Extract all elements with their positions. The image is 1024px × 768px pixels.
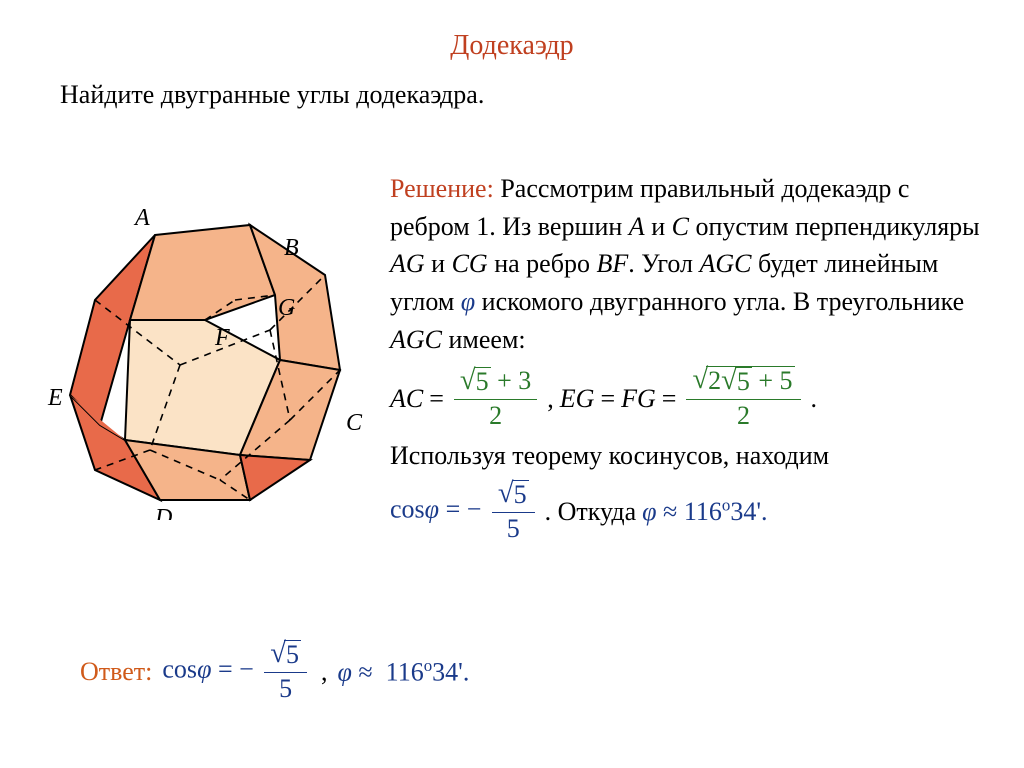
frac1-tail: + 3 bbox=[491, 366, 532, 395]
solution-label: Решение: bbox=[390, 174, 494, 203]
eq-eq-1: = bbox=[429, 380, 444, 418]
sol-t6: . Угол bbox=[628, 249, 699, 278]
plus5: + 5 bbox=[752, 366, 793, 395]
label-B: B bbox=[284, 235, 299, 261]
min-2: 34'. bbox=[432, 657, 469, 686]
ans-comma: , bbox=[321, 657, 328, 687]
cos-word: cos bbox=[390, 495, 425, 524]
eq-eq-5: = bbox=[218, 655, 239, 684]
answer-label: Ответ: bbox=[80, 657, 152, 687]
sqrt-inner: √5 bbox=[721, 367, 752, 397]
var-C: C bbox=[672, 212, 689, 241]
formula-row-1: AC = √5 + 3 2 , EG = FG = √ 2√5 + 5 bbox=[390, 366, 990, 430]
page-title: Додекаэдр bbox=[0, 30, 1024, 62]
two: 2 bbox=[708, 366, 721, 395]
page: Додекаэдр Найдите двугранные углы додека… bbox=[0, 0, 1024, 768]
sqrt-5-radicand: 5 bbox=[474, 367, 491, 397]
dodecahedron-figure: A B C D E F G bbox=[40, 180, 370, 520]
sqrt5-a: 5 bbox=[512, 480, 529, 510]
sol-t4: и bbox=[425, 249, 452, 278]
dodecahedron-svg: A B C D E F G bbox=[40, 180, 370, 520]
den5-a: 5 bbox=[501, 513, 526, 544]
frac-EG: √ 2√5 + 5 2 bbox=[686, 366, 800, 430]
sqrt5-b: 5 bbox=[284, 640, 301, 670]
eq-EG: EG bbox=[560, 380, 595, 418]
label-G: G bbox=[278, 295, 295, 321]
eq-FG: FG bbox=[621, 380, 656, 418]
whence: . Откуда bbox=[545, 493, 637, 531]
sol-t5: на ребро bbox=[488, 249, 597, 278]
solution-block: Решение: Рассмотрим правильный додекаэдр… bbox=[390, 170, 990, 548]
sol-t2: и bbox=[645, 212, 672, 241]
sol-t3: опустим перпендикуляры bbox=[689, 212, 980, 241]
approx-1: ≈ bbox=[657, 497, 684, 526]
den5-b: 5 bbox=[273, 673, 298, 704]
var-CG: CG bbox=[452, 249, 488, 278]
var-AGC-2: AGC bbox=[390, 325, 442, 354]
cos-word-2: cos bbox=[162, 655, 197, 684]
label-C: C bbox=[346, 410, 363, 436]
sqrt-5: √5 bbox=[460, 367, 491, 397]
label-D: D bbox=[154, 505, 172, 520]
minus-1: − bbox=[467, 495, 482, 524]
frac-AC: √5 + 3 2 bbox=[454, 367, 537, 430]
var-AG: AG bbox=[390, 249, 425, 278]
cos-phi-expr: cosφ = − √5 5 bbox=[390, 480, 539, 543]
eq-period: . bbox=[811, 380, 818, 418]
approx-2: ≈ bbox=[352, 657, 379, 686]
answer-block: Ответ: cosφ = − √5 5 , φ ≈ 116о34'. bbox=[80, 640, 469, 703]
var-BF: BF bbox=[596, 249, 628, 278]
phi-5: φ bbox=[338, 657, 352, 686]
answer-angle: φ ≈ 116о34'. bbox=[338, 656, 470, 688]
label-A: A bbox=[133, 205, 150, 231]
minus-2: − bbox=[239, 655, 254, 684]
ang-116: 116 bbox=[684, 497, 722, 526]
eq-comma: , bbox=[547, 380, 554, 418]
frac-cos: √5 5 bbox=[492, 480, 535, 543]
cos-intro: Используя теорему косинусов, находим bbox=[390, 437, 990, 475]
formula-row-2: cosφ = − √5 5 . Откуда φ ≈ 116о34'. bbox=[390, 480, 990, 543]
eq-eq-4: = bbox=[446, 495, 467, 524]
min-1: 34'. bbox=[730, 497, 767, 526]
frac-ans: √5 5 bbox=[264, 640, 307, 703]
problem-statement: Найдите двугранные углы додекаэдра. bbox=[60, 80, 484, 110]
face-bottom-right bbox=[240, 455, 310, 500]
phi-approx: φ ≈ 116о34'. bbox=[642, 493, 767, 531]
sol-t8: искомого двугранного угла. В треугольник… bbox=[475, 287, 964, 316]
answer-formula: cosφ = − √5 5 bbox=[162, 640, 311, 703]
var-phi-1: φ bbox=[461, 287, 475, 316]
phi-3: φ bbox=[642, 497, 656, 526]
var-A: A bbox=[629, 212, 645, 241]
var-AGC: AGC bbox=[700, 249, 752, 278]
label-E: E bbox=[47, 385, 63, 411]
label-F: F bbox=[214, 325, 230, 351]
frac2-den: 2 bbox=[731, 400, 756, 431]
eq-AC: AC bbox=[390, 380, 423, 418]
phi-2: φ bbox=[425, 495, 439, 524]
inner5: 5 bbox=[735, 367, 752, 397]
phi-4: φ bbox=[197, 655, 211, 684]
frac1-den: 2 bbox=[483, 400, 508, 431]
ang-116-b: 116 bbox=[386, 657, 424, 686]
sol-t9: имеем: bbox=[442, 325, 526, 354]
eq-eq-2: = bbox=[600, 380, 615, 418]
deg-2: о bbox=[424, 656, 432, 675]
sqrt-outer: √ 2√5 + 5 bbox=[692, 366, 794, 397]
eq-eq-3: = bbox=[662, 380, 677, 418]
